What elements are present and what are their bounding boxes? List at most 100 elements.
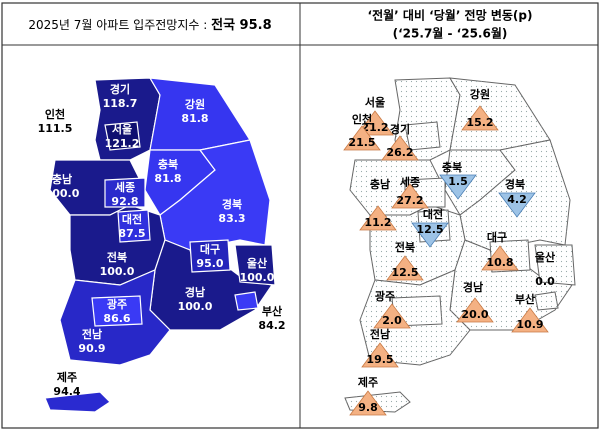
- region-name: 서울: [112, 122, 132, 136]
- trend-up: [461, 105, 499, 131]
- region-name: 서울: [365, 95, 385, 109]
- region-value: 118.7: [103, 97, 138, 110]
- region-name: 전북: [107, 250, 127, 264]
- region-value: 87.5: [118, 227, 145, 240]
- region-value: 100.0: [178, 300, 213, 313]
- region-name: 전북: [395, 240, 415, 254]
- region-value: 121.2: [105, 137, 140, 150]
- trend-up: [511, 307, 549, 333]
- left-title: 2025년 7월 아파트 입주전망지수 : 전국 95.8: [28, 17, 271, 33]
- region-name: 충북: [158, 157, 178, 171]
- region-name: 울산: [535, 250, 555, 264]
- region-name: 세종: [400, 175, 420, 189]
- trend-up: [349, 390, 387, 416]
- title-emphasis: 전국 95.8: [211, 17, 272, 33]
- region-name: 부산: [262, 304, 282, 318]
- right-subtitle: (‘25.7월 - ‘25.6월): [393, 26, 508, 41]
- region-name: 광주: [375, 290, 395, 303]
- region-texture: [405, 122, 440, 150]
- region-value: 12.5: [391, 266, 418, 279]
- region-value: 21.5: [348, 136, 375, 149]
- region-value: 26.2: [386, 146, 413, 159]
- region-value: 19.5: [366, 353, 393, 366]
- trend-up: [391, 183, 429, 209]
- region-shape: [117, 209, 151, 243]
- trend-up: [361, 342, 399, 368]
- region-name: 강원: [470, 87, 490, 101]
- region-name: 충북: [442, 160, 462, 174]
- trend-up: [386, 255, 424, 281]
- region-shape: [104, 177, 146, 208]
- region-name: 경남: [463, 280, 483, 294]
- region-value: 95.0: [196, 257, 223, 270]
- region-value: 81.8: [181, 112, 208, 125]
- region-name: 전남: [370, 327, 390, 341]
- region-name: 대구: [487, 230, 507, 244]
- region-shape: [44, 391, 111, 413]
- region-name: 인천: [45, 107, 65, 121]
- trend-up: [343, 125, 381, 151]
- region-name: 세종: [115, 180, 135, 194]
- region-texture: [450, 78, 550, 150]
- region-value: 90.9: [78, 342, 105, 355]
- region-value: 9.8: [358, 401, 378, 414]
- region-texture: [445, 150, 515, 215]
- trend-up: [359, 205, 397, 231]
- region-name: 충남: [370, 177, 390, 191]
- region-name: 경기: [110, 82, 130, 96]
- region-name: 경북: [505, 177, 525, 191]
- region-name: 부산: [515, 292, 535, 306]
- region-name: 인천: [352, 112, 372, 126]
- region-value: 11.2: [364, 216, 391, 229]
- region-shape: [189, 239, 231, 273]
- region-texture: [535, 245, 575, 285]
- region-value: 100.0: [100, 265, 135, 278]
- region-value: 10.8: [486, 256, 513, 269]
- region-name: 충남: [52, 172, 72, 186]
- region-value: 92.8: [111, 195, 138, 208]
- region-texture: [535, 292, 558, 310]
- region-name: 울산: [247, 256, 267, 270]
- region-value: 27.2: [396, 194, 423, 207]
- region-value: 15.2: [466, 116, 493, 129]
- region-name: 강원: [185, 97, 205, 111]
- region-value: 100.0: [240, 271, 275, 284]
- region-value: 21.2: [361, 121, 388, 134]
- region-name: 제주: [358, 375, 378, 389]
- region-value: 81.8: [154, 172, 181, 185]
- region-name: 대전: [423, 207, 443, 221]
- trend-up: [356, 110, 394, 136]
- region-value: 84.2: [258, 319, 285, 332]
- region-value: 12.5: [416, 223, 443, 236]
- trend-up: [481, 245, 519, 271]
- region-texture: [392, 296, 442, 326]
- region-shape: [104, 121, 141, 151]
- region-value: 0.0: [535, 275, 555, 288]
- region-name: 광주: [107, 298, 127, 311]
- region-value: 86.6: [103, 312, 130, 325]
- region-value: 2.0: [382, 314, 402, 327]
- region-value: 83.3: [218, 212, 245, 225]
- region-name: 대구: [200, 242, 220, 256]
- region-name: 전남: [82, 327, 102, 341]
- right-title: ‘전월’ 대비 ‘당월’ 전망 변동(p): [368, 8, 533, 23]
- trend-up: [456, 297, 494, 323]
- region-value: 4.2: [507, 193, 527, 206]
- region-value: 100.0: [45, 187, 80, 200]
- region-name: 제주: [57, 370, 77, 384]
- region-name: 경기: [390, 122, 410, 136]
- region-shape: [234, 244, 276, 286]
- trend-down: [498, 192, 536, 218]
- title-text: 2025년 7월 아파트 입주전망지수 :: [28, 18, 207, 32]
- region-name: 경남: [185, 285, 205, 299]
- region-value: 111.5: [38, 122, 73, 135]
- trend-up: [381, 135, 419, 161]
- trend-down: [439, 174, 477, 200]
- trend-up: [373, 303, 411, 329]
- region-value: 20.0: [461, 308, 488, 321]
- trend-down: [411, 222, 449, 248]
- region-shape: [91, 295, 143, 327]
- region-shape: [234, 291, 259, 311]
- region-value: 94.4: [53, 385, 80, 398]
